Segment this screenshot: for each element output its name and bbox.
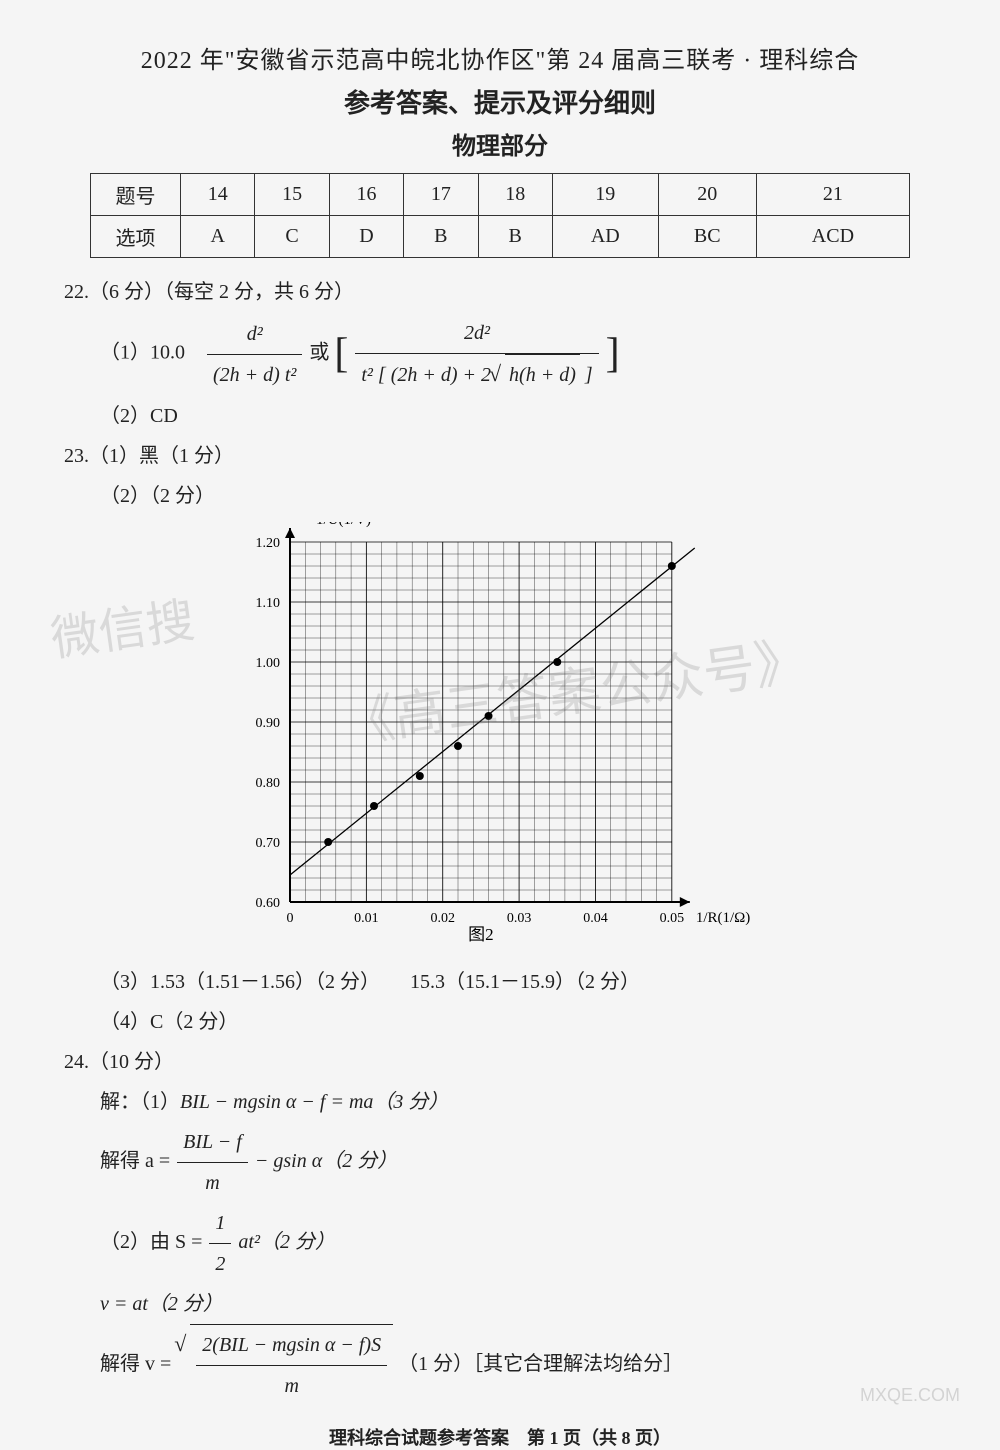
table-row: 选项 A C D B B AD BC ACD bbox=[91, 216, 910, 258]
page-title: 2022 年"安徽省示范高中皖北协作区"第 24 届高三联考 · 理科综合 bbox=[60, 40, 940, 75]
den-part: t² [ (2h + d) + 2 bbox=[361, 364, 491, 386]
denominator: t² [ (2h + d) + 2 h(h + d) ] bbox=[355, 354, 598, 395]
den-part: ] bbox=[580, 364, 593, 386]
text: （2）由 S = bbox=[100, 1231, 207, 1253]
fraction: 2d² t² [ (2h + d) + 2 h(h + d) ] bbox=[355, 313, 598, 395]
svg-text:1/U(1/V): 1/U(1/V) bbox=[316, 522, 371, 528]
numerator: 2(BIL − mgsin α − f)S bbox=[196, 1325, 387, 1366]
table-cell: 19 bbox=[552, 174, 658, 216]
svg-text:0.04: 0.04 bbox=[583, 911, 608, 926]
q22-p1-label: （1）10.0 bbox=[100, 342, 185, 364]
denominator: 2 bbox=[209, 1244, 231, 1284]
table-cell: B bbox=[404, 216, 478, 258]
table-cell: AD bbox=[552, 216, 658, 258]
q23-part2: （2）（2 分） bbox=[100, 476, 940, 516]
sqrt: 2(BIL − mgsin α − f)S m bbox=[176, 1324, 393, 1406]
section-heading: 物理部分 bbox=[60, 126, 940, 161]
q24-line2: 解得 a = BIL − f m − gsin α（2 分） bbox=[100, 1122, 940, 1203]
table-cell: 21 bbox=[756, 174, 909, 216]
sqrt: h(h + d) bbox=[491, 354, 580, 395]
text: 解得 a = bbox=[100, 1150, 175, 1172]
q23-part1: 23.（1）黑（1 分） bbox=[64, 436, 940, 476]
fraction: BIL − f m bbox=[177, 1122, 248, 1203]
table-cell: D bbox=[329, 216, 403, 258]
page-subtitle: 参考答案、提示及评分细则 bbox=[60, 83, 940, 120]
q24-line5: 解得 v = 2(BIL − mgsin α − f)S m （1 分）［其它合… bbox=[100, 1324, 940, 1406]
scatter-chart: 0 0.01 0.02 0.03 0.04 0.05 0.60 0.70 0.80 0.90 1.0… bbox=[220, 522, 780, 952]
table-cell: C bbox=[255, 216, 329, 258]
svg-text:1.00: 1.00 bbox=[256, 656, 281, 671]
table-cell: 18 bbox=[478, 174, 552, 216]
svg-text:0.80: 0.80 bbox=[256, 776, 281, 791]
table-cell: 15 bbox=[255, 174, 329, 216]
text: 解：（1） bbox=[100, 1091, 180, 1113]
table-cell: 16 bbox=[329, 174, 403, 216]
q22-part2: （2）CD bbox=[100, 396, 940, 436]
svg-text:0.60: 0.60 bbox=[256, 896, 281, 911]
svg-text:1.20: 1.20 bbox=[256, 536, 281, 551]
math: at²（2 分） bbox=[238, 1231, 335, 1253]
q22-part1: （1）10.0 d² (2h + d) t² 或 [ 2d² t² [ (2h … bbox=[100, 312, 940, 396]
denominator: (2h + d) t² bbox=[207, 355, 302, 395]
or-text: 或 bbox=[309, 342, 329, 364]
denominator: m bbox=[196, 1366, 387, 1406]
table-cell: A bbox=[181, 216, 255, 258]
svg-text:0.02: 0.02 bbox=[430, 911, 455, 926]
table-cell: 14 bbox=[181, 174, 255, 216]
row-label: 题号 bbox=[91, 174, 181, 216]
svg-text:1.10: 1.10 bbox=[256, 596, 281, 611]
sqrt-inner: h(h + d) bbox=[505, 354, 580, 395]
q24-line3: （2）由 S = 1 2 at²（2 分） bbox=[100, 1203, 940, 1284]
table-cell: BC bbox=[658, 216, 756, 258]
table-row: 题号 14 15 16 17 18 19 20 21 bbox=[91, 174, 910, 216]
watermark-text: 微信搜 bbox=[46, 580, 198, 669]
fraction: 2(BIL − mgsin α − f)S m bbox=[196, 1325, 387, 1406]
svg-text:0.01: 0.01 bbox=[354, 911, 379, 926]
q22-heading: 22.（6 分）（每空 2 分，共 6 分） bbox=[64, 272, 940, 312]
q23-part4: （4）C（2 分） bbox=[100, 1002, 940, 1042]
svg-text:0: 0 bbox=[287, 911, 294, 926]
svg-text:图2: 图2 bbox=[468, 925, 494, 944]
fraction: d² (2h + d) t² bbox=[207, 314, 302, 395]
svg-text:0.90: 0.90 bbox=[256, 716, 281, 731]
table-cell: ACD bbox=[756, 216, 909, 258]
q24-line4: v = at（2 分） bbox=[100, 1284, 940, 1324]
row-label: 选项 bbox=[91, 216, 181, 258]
svg-text:0.05: 0.05 bbox=[660, 911, 685, 926]
numerator: 2d² bbox=[355, 313, 598, 354]
numerator: 1 bbox=[209, 1203, 231, 1244]
math: sin α − f = ma（3 分） bbox=[258, 1091, 449, 1113]
bracket-right: ] bbox=[606, 331, 620, 377]
numerator: d² bbox=[207, 314, 302, 355]
page-footer: 理科综合试题参考答案 第 1 页（共 8 页） bbox=[60, 1424, 940, 1450]
bracket-left: [ bbox=[334, 331, 348, 377]
sqrt-inner: 2(BIL − mgsin α − f)S m bbox=[190, 1324, 393, 1406]
numerator: BIL − f bbox=[177, 1122, 248, 1163]
fraction: 1 2 bbox=[209, 1203, 231, 1284]
table-cell: B bbox=[478, 216, 552, 258]
svg-text:0.03: 0.03 bbox=[507, 911, 532, 926]
math: sin α（2 分） bbox=[283, 1150, 397, 1172]
table-cell: 20 bbox=[658, 174, 756, 216]
math: − g bbox=[255, 1150, 284, 1172]
q24-heading: 24.（10 分） bbox=[64, 1042, 940, 1082]
math: BIL − mg bbox=[180, 1091, 258, 1113]
q24-line1: 解：（1）BIL − mgsin α − f = ma（3 分） bbox=[100, 1082, 940, 1122]
text: （1 分）［其它合理解法均给分］ bbox=[398, 1353, 683, 1375]
text: 解得 v = bbox=[100, 1353, 176, 1375]
denominator: m bbox=[177, 1163, 248, 1203]
table-cell: 17 bbox=[404, 174, 478, 216]
svg-text:1/R(1/Ω): 1/R(1/Ω) bbox=[696, 910, 750, 926]
q23-part3: （3）1.53（1.51－1.56）（2 分） 15.3（15.1－15.9）（… bbox=[100, 962, 940, 1002]
answer-table: 题号 14 15 16 17 18 19 20 21 选项 A C D B B … bbox=[90, 173, 910, 258]
svg-text:0.70: 0.70 bbox=[256, 836, 281, 851]
